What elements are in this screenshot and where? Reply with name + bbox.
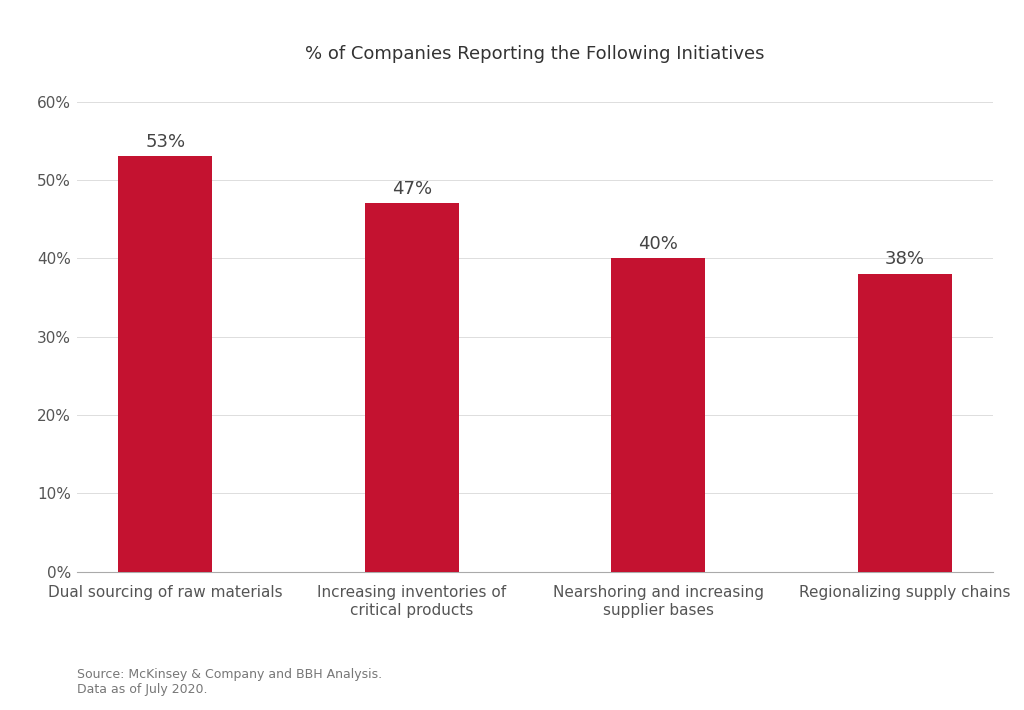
Bar bbox=[611, 258, 706, 572]
Text: Source: McKinsey & Company and BBH Analysis.
Data as of July 2020.: Source: McKinsey & Company and BBH Analy… bbox=[77, 668, 382, 696]
Title: % of Companies Reporting the Following Initiatives: % of Companies Reporting the Following I… bbox=[305, 45, 765, 62]
Text: 53%: 53% bbox=[145, 133, 185, 151]
Text: 47%: 47% bbox=[392, 180, 432, 198]
Text: THE PATH TO A MORE RESILIENT SUPPLY CHAIN: THE PATH TO A MORE RESILIENT SUPPLY CHAI… bbox=[23, 21, 687, 45]
Text: 40%: 40% bbox=[638, 235, 678, 253]
Bar bbox=[858, 274, 951, 572]
Bar bbox=[119, 156, 212, 572]
Bar bbox=[365, 204, 459, 572]
Text: 38%: 38% bbox=[885, 251, 925, 268]
